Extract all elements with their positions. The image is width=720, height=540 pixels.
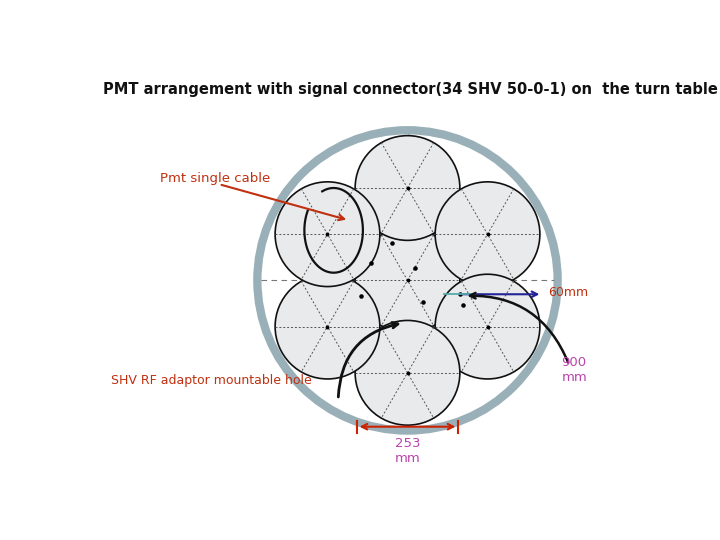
Text: PMT arrangement with signal connector(34 SHV 50-0-1) on  the turn table: PMT arrangement with signal connector(34… bbox=[104, 82, 719, 97]
Circle shape bbox=[275, 182, 380, 287]
Circle shape bbox=[435, 274, 540, 379]
Circle shape bbox=[355, 136, 460, 240]
Text: Pmt single cable: Pmt single cable bbox=[160, 172, 270, 185]
Circle shape bbox=[355, 320, 460, 425]
Circle shape bbox=[435, 182, 540, 287]
Text: 900
mm: 900 mm bbox=[562, 356, 588, 384]
Text: 253
mm: 253 mm bbox=[395, 437, 420, 465]
Text: 60mm: 60mm bbox=[548, 286, 588, 299]
Circle shape bbox=[275, 274, 380, 379]
Text: SHV RF adaptor mountable hole: SHV RF adaptor mountable hole bbox=[111, 374, 312, 387]
Circle shape bbox=[355, 228, 460, 333]
